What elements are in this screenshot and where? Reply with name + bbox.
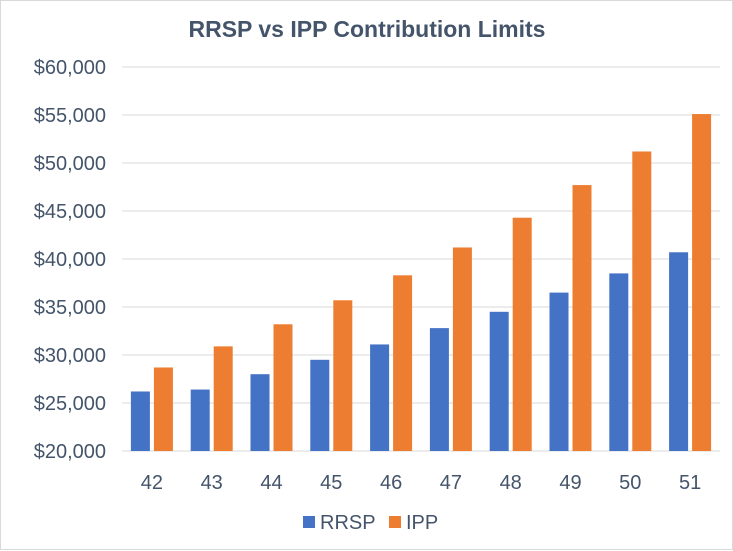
- bar-rrsp-43: [190, 389, 210, 451]
- legend-swatch-rrsp: [303, 516, 315, 528]
- x-tick-label: 49: [559, 472, 581, 494]
- bar-ipp-50: [632, 151, 652, 452]
- legend-swatch-ipp: [389, 516, 401, 528]
- y-tick-label: $55,000: [34, 105, 106, 127]
- gridlines: [122, 66, 720, 452]
- legend-label-ipp: IPP: [406, 512, 438, 534]
- x-tick-label: 46: [380, 472, 402, 494]
- y-tick-label: $40,000: [34, 249, 106, 271]
- x-axis-ticks: 42 43 44 45 46 47 48 49 50 51: [141, 472, 701, 494]
- bar-rrsp-48: [489, 311, 509, 451]
- x-tick-label: 51: [679, 472, 701, 494]
- y-tick-label: $60,000: [34, 57, 106, 79]
- bar-rrsp-44: [250, 374, 270, 451]
- bars: [130, 114, 712, 452]
- x-tick-label: 45: [320, 472, 342, 494]
- bar-ipp-44: [273, 324, 293, 451]
- bar-rrsp-51: [669, 252, 689, 451]
- bar-ipp-48: [512, 217, 532, 451]
- x-tick-label: 44: [260, 472, 282, 494]
- x-tick-label: 48: [500, 472, 522, 494]
- bar-rrsp-46: [370, 344, 390, 451]
- chart-title: RRSP vs IPP Contribution Limits: [189, 16, 546, 42]
- bar-ipp-49: [572, 185, 592, 451]
- x-tick-label: 43: [201, 472, 223, 494]
- y-tick-label: $20,000: [34, 441, 106, 463]
- y-tick-label: $50,000: [34, 153, 106, 175]
- x-tick-label: 50: [619, 472, 641, 494]
- bar-rrsp-47: [429, 328, 449, 451]
- bar-ipp-43: [213, 346, 233, 451]
- bar-ipp-45: [333, 300, 353, 451]
- bar-ipp-42: [153, 367, 173, 451]
- bar-ipp-51: [692, 114, 712, 451]
- y-axis-ticks: $20,000 $25,000 $30,000 $35,000 $40,000 $45,0…: [34, 57, 106, 463]
- bar-rrsp-49: [549, 292, 569, 451]
- bar-rrsp-42: [130, 391, 150, 451]
- bar-ipp-46: [393, 275, 413, 451]
- y-tick-label: $45,000: [34, 201, 106, 223]
- legend-label-rrsp: RRSP: [320, 512, 376, 534]
- x-tick-label: 42: [141, 472, 163, 494]
- bar-rrsp-45: [310, 359, 330, 451]
- bar-rrsp-50: [609, 273, 629, 451]
- bar-ipp-47: [452, 247, 472, 451]
- y-tick-label: $30,000: [34, 345, 106, 367]
- legend: RRSP IPP: [303, 512, 438, 534]
- y-tick-label: $25,000: [34, 393, 106, 415]
- y-tick-label: $35,000: [34, 297, 106, 319]
- x-tick-label: 47: [440, 472, 462, 494]
